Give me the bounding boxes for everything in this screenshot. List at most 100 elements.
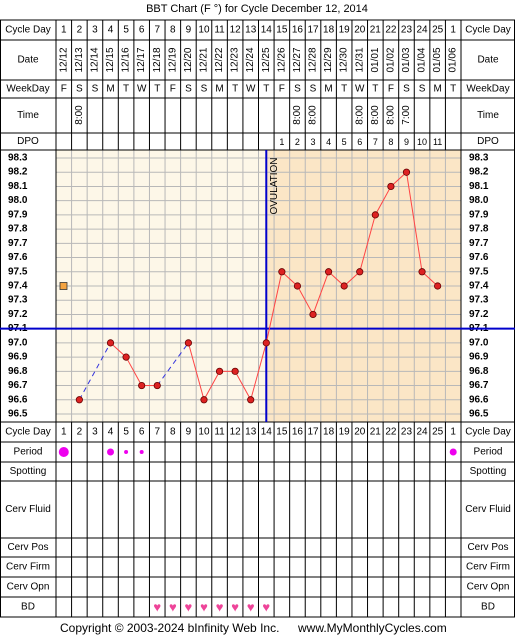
- date-label: 12/20: [183, 47, 194, 72]
- y-tick-label-left: 98.3: [8, 153, 28, 164]
- row-label-left: DPO: [17, 136, 39, 147]
- y-tick-label-right: 98.1: [469, 181, 489, 192]
- y-tick-label-right: 98.3: [469, 153, 489, 164]
- chart-title: BBT Chart (F °) for Cycle December 12, 2…: [146, 3, 368, 15]
- cycle-day-label-bottom: 7: [154, 427, 160, 438]
- date-label: 12/13: [74, 47, 85, 72]
- bd-heart-icon: ♥: [231, 600, 239, 615]
- temp-line: [297, 285, 314, 315]
- bd-heart-icon: ♥: [169, 600, 177, 615]
- row-label-left: Cerv Fluid: [5, 504, 51, 515]
- row-label-left: Date: [17, 55, 39, 66]
- date-label: 01/02: [385, 47, 396, 72]
- y-tick-label-right: 96.7: [469, 380, 489, 391]
- cycle-day-label: 24: [416, 25, 428, 36]
- date-label: 12/21: [198, 47, 209, 72]
- y-tick-label-left: 98.2: [8, 167, 28, 178]
- date-label: 01/05: [432, 47, 443, 72]
- cycle-day-label: 3: [92, 25, 98, 36]
- temp-line: [405, 172, 423, 272]
- date-label: 12/26: [276, 47, 287, 72]
- weekday-label: W: [137, 84, 147, 95]
- cycle-day-label-bottom: 20: [354, 427, 366, 438]
- y-tick-label-left: 97.0: [8, 337, 28, 348]
- date-label: 12/31: [354, 47, 365, 72]
- weekday-label: S: [76, 84, 83, 95]
- y-tick-label-right: 96.6: [469, 394, 489, 405]
- y-tick-label-right: 97.5: [469, 266, 489, 277]
- y-tick-label-left: 97.2: [8, 309, 28, 320]
- y-tick-label-right: 97.8: [469, 224, 489, 235]
- date-label: 12/28: [308, 47, 319, 72]
- dpo-label: 3: [311, 137, 316, 147]
- y-tick-label-right: 98.0: [469, 195, 489, 206]
- time-label: 8:00: [308, 105, 319, 125]
- temp-point: [340, 282, 348, 290]
- time-label: 8:00: [74, 105, 85, 125]
- date-label: 12/16: [121, 47, 132, 72]
- y-tick-label-right: 96.9: [469, 352, 489, 363]
- period-dot: [107, 448, 115, 456]
- weekday-label: F: [388, 84, 394, 95]
- weekday-label: S: [294, 84, 301, 95]
- temp-line: [265, 271, 283, 343]
- cycle-day-label: 16: [292, 25, 304, 36]
- cycle-day-label: 14: [261, 25, 273, 36]
- dpo-label: 6: [357, 137, 362, 147]
- weekday-label: T: [232, 84, 238, 95]
- row-label-right: WeekDay: [466, 84, 509, 95]
- cycle-day-label-bottom: 22: [385, 427, 397, 438]
- weekday-label: S: [201, 84, 208, 95]
- cycle-day-label-bottom: 21: [370, 427, 382, 438]
- temp-point: [262, 339, 270, 347]
- cycle-day-label: 10: [198, 25, 210, 36]
- cycle-day-label-bottom: 13: [245, 427, 257, 438]
- date-label: 12/19: [167, 47, 178, 72]
- cycle-day-label: 13: [245, 25, 257, 36]
- temp-point: [371, 211, 379, 219]
- cycle-day-label: 5: [123, 25, 129, 36]
- row-label-right: Spotting: [470, 466, 507, 477]
- date-label: 12/15: [105, 47, 116, 72]
- cycle-day-label: 25: [432, 25, 444, 36]
- cycle-day-label: 2: [77, 25, 83, 36]
- cycle-day-label-bottom: 24: [416, 427, 428, 438]
- cycle-day-label: 15: [276, 25, 288, 36]
- cycle-day-label-bottom: 8: [170, 427, 176, 438]
- cycle-day-label-bottom: 3: [92, 427, 98, 438]
- bd-heart-icon: ♥: [247, 600, 255, 615]
- y-tick-label-left: 98.1: [8, 181, 28, 192]
- dpo-label: 11: [433, 137, 442, 147]
- date-label: 12/14: [89, 47, 100, 72]
- y-tick-label-left: 97.9: [8, 209, 28, 220]
- cycle-day-label-bottom: 15: [276, 427, 288, 438]
- cycle-day-label: 21: [370, 25, 382, 36]
- row-label-left: Cerv Opn: [7, 582, 50, 593]
- cycle-day-label-bottom: 11: [214, 427, 225, 438]
- temp-line: [187, 342, 205, 400]
- y-tick-label-left: 96.5: [8, 409, 28, 420]
- time-label: 7:00: [401, 105, 412, 125]
- cycle-day-label: 8: [170, 25, 176, 36]
- cycle-day-label: 17: [307, 25, 319, 36]
- weekday-label: T: [450, 84, 456, 95]
- cycle-day-label-bottom: 1: [61, 427, 67, 438]
- date-label: 12/12: [58, 47, 69, 72]
- date-label: 12/24: [245, 47, 256, 72]
- row-label-left: Cycle Day: [5, 25, 51, 36]
- date-label: 12/18: [152, 47, 163, 72]
- bd-heart-icon: ♥: [200, 600, 208, 615]
- bd-heart-icon: ♥: [153, 600, 161, 615]
- row-label-left: BD: [21, 602, 35, 613]
- cycle-day-label-bottom: 25: [432, 427, 444, 438]
- bd-heart-icon: ♥: [216, 600, 224, 615]
- cycle-day-label-bottom: 18: [323, 427, 335, 438]
- weekday-label: W: [355, 84, 365, 95]
- weekday-label: T: [123, 84, 129, 95]
- temp-line: [359, 214, 376, 272]
- cycle-day-label-bottom: 12: [230, 427, 242, 438]
- dpo-label: 1: [279, 137, 284, 147]
- temp-gap-line: [78, 342, 111, 401]
- cycle-day-label: 11: [214, 25, 225, 36]
